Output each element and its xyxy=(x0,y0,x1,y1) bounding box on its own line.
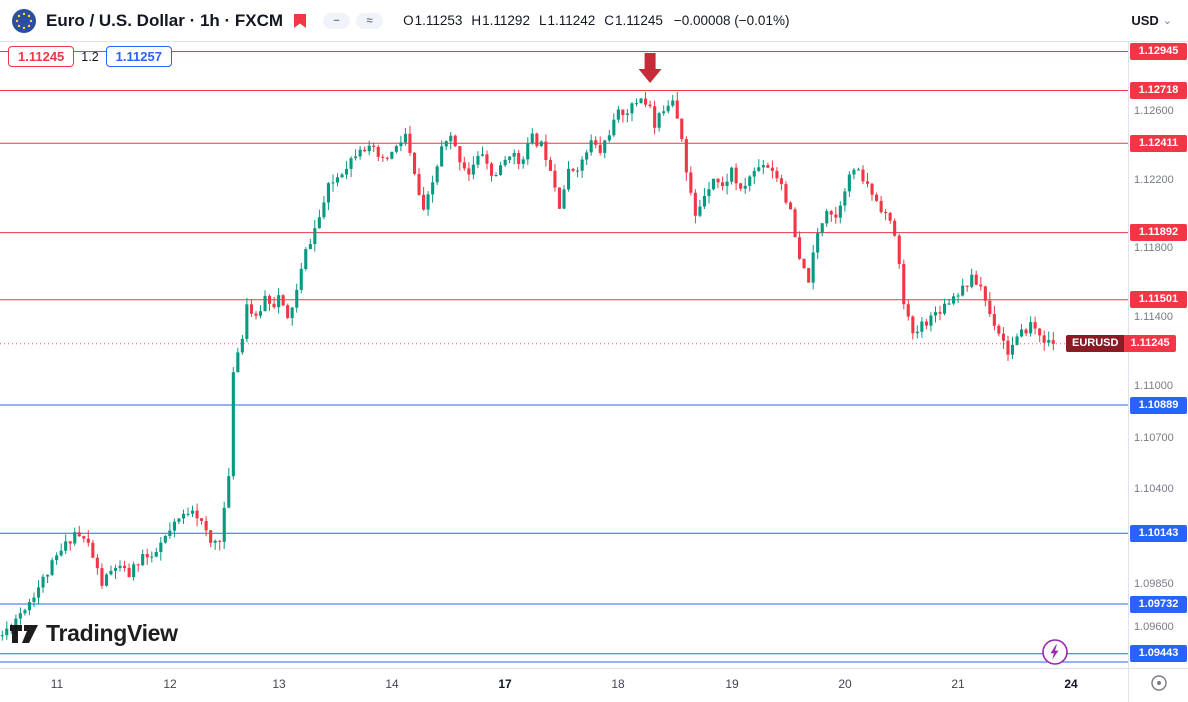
chart-canvas[interactable] xyxy=(0,42,1128,668)
y-axis-tick: 1.11000 xyxy=(1134,380,1173,392)
y-axis-tick: 1.12600 xyxy=(1134,105,1174,117)
price-level-label: 1.09732 xyxy=(1130,596,1187,613)
currency-label: USD xyxy=(1131,13,1159,28)
lightning-boost-button[interactable] xyxy=(1041,638,1069,666)
open-label: O xyxy=(403,13,414,28)
chevron-down-icon: ⌄ xyxy=(1162,14,1172,27)
toggle-pill-dash[interactable]: − xyxy=(323,12,351,29)
symbol-title[interactable]: Euro / U.S. Dollar · 1h · FXCM xyxy=(46,10,284,30)
y-axis-tick: 1.10400 xyxy=(1134,483,1174,495)
close-label: C xyxy=(604,13,615,28)
time-axis-label: 19 xyxy=(725,677,739,691)
y-axis-tick: 1.10700 xyxy=(1134,432,1174,444)
high-label: H xyxy=(471,13,482,28)
currency-selector[interactable]: USD ⌄ xyxy=(1131,13,1172,28)
time-axis-label: 24 xyxy=(1064,677,1078,691)
ohlc-readout: O1.11253 H1.11292 L1.11242 C1.11245 −0.0… xyxy=(403,13,789,28)
time-axis-label: 21 xyxy=(951,677,965,691)
change-value: −0.00008 (−0.01%) xyxy=(673,13,790,28)
price-level-label: 1.12718 xyxy=(1130,82,1187,99)
close-value: 1.11245 xyxy=(615,13,663,28)
price-level-label: 1.11501 xyxy=(1130,291,1187,308)
y-axis-tick: 1.09850 xyxy=(1134,578,1174,590)
time-axis-label: 11 xyxy=(50,677,64,691)
tradingview-logo-icon xyxy=(8,621,40,647)
overlay-mid-text: 1.2 xyxy=(81,49,99,64)
open-value: 1.11253 xyxy=(414,13,463,28)
low-value: 1.11242 xyxy=(547,13,596,28)
price-level-label: 1.10143 xyxy=(1130,525,1187,542)
alert-price-label-red[interactable]: 1.11245 xyxy=(8,46,75,67)
price-axis[interactable]: 1.12600 1.12200 1.11800 1.11400 1.11000 1.107… xyxy=(1128,42,1188,668)
order-price-label-blue[interactable]: 1.11257 xyxy=(105,46,172,67)
low-label: L xyxy=(538,13,547,28)
time-axis-label: 14 xyxy=(385,677,399,691)
tradingview-watermark: TradingView xyxy=(8,620,178,647)
y-axis-tick: 1.11400 xyxy=(1134,311,1173,323)
y-axis-tick: 1.12200 xyxy=(1134,174,1174,186)
y-axis-tick: 1.09600 xyxy=(1134,621,1174,633)
eur-flag-icon xyxy=(12,8,36,33)
time-axis-label: 18 xyxy=(611,677,625,691)
last-price-symbol: EURUSD xyxy=(1066,335,1125,352)
axis-corner xyxy=(1128,668,1188,702)
high-value: 1.11292 xyxy=(482,13,530,28)
watermark-text: TradingView xyxy=(46,620,178,646)
last-price-tag[interactable]: EURUSD 1.11245 xyxy=(1066,335,1176,352)
time-axis-label: 17 xyxy=(498,677,512,691)
price-level-label: 1.09443 xyxy=(1130,645,1187,662)
price-level-label: 1.10889 xyxy=(1130,397,1187,414)
time-axis[interactable]: 11 12 13 14 17 18 19 20 21 24 xyxy=(0,668,1128,702)
price-level-label: 1.12411 xyxy=(1130,135,1187,152)
time-axis-label: 12 xyxy=(163,677,177,691)
price-level-label: 1.11892 xyxy=(1130,224,1187,241)
price-label-overlays: 1.11245 1.2 1.11257 xyxy=(8,46,172,67)
flag-bookmark-icon[interactable] xyxy=(293,13,307,29)
chart-header: Euro / U.S. Dollar · 1h · FXCM − ≈ O1.11… xyxy=(0,0,1188,42)
price-level-label: 1.12945 xyxy=(1130,43,1187,60)
last-price-value: 1.11245 xyxy=(1124,335,1176,352)
time-axis-label: 20 xyxy=(838,677,852,691)
y-axis-tick: 1.11800 xyxy=(1134,242,1173,254)
arrow-down-annotation[interactable] xyxy=(638,53,662,83)
toggle-pill-approx[interactable]: ≈ xyxy=(356,12,384,29)
time-axis-settings-icon[interactable] xyxy=(1150,674,1168,697)
candlestick-chart[interactable]: 1.11245 1.2 1.11257 TradingView xyxy=(0,42,1128,668)
time-axis-label: 13 xyxy=(272,677,286,691)
